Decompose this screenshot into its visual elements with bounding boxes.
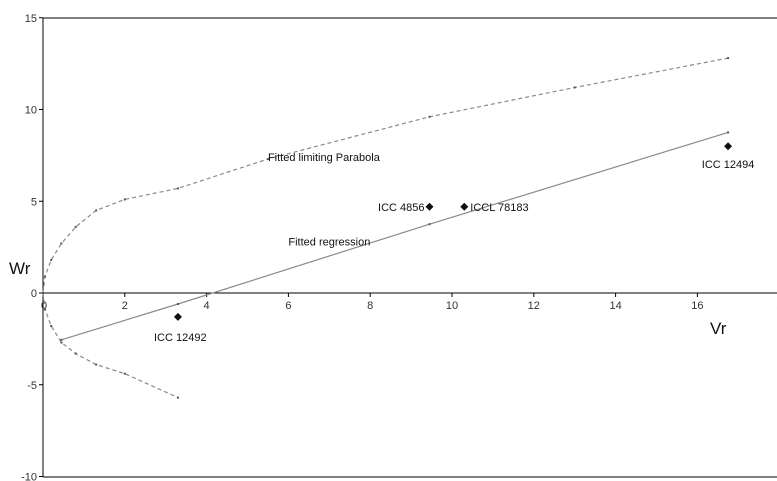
parabola-marker xyxy=(50,325,53,328)
parabola-marker xyxy=(50,258,53,261)
x-axis-title: Vr xyxy=(710,319,727,338)
y-tick-label: 5 xyxy=(31,196,37,208)
regression-marker xyxy=(60,338,63,341)
data-point xyxy=(425,202,434,211)
x-tick-label: 10 xyxy=(446,300,458,312)
y-tick-label: 10 xyxy=(25,105,37,117)
parabola-marker xyxy=(176,187,179,190)
regression-marker xyxy=(727,131,730,134)
parabola-marker xyxy=(44,275,47,278)
parabola-marker xyxy=(95,209,98,212)
fitted-lines xyxy=(42,57,730,399)
y-tick-label: -5 xyxy=(27,380,37,392)
parabola-marker xyxy=(123,372,126,375)
data-point xyxy=(460,202,469,211)
parabola-marker xyxy=(573,86,576,89)
point-label: ICC 12494 xyxy=(702,159,755,171)
parabola-marker xyxy=(176,396,179,399)
x-tick-label: 0 xyxy=(41,300,47,312)
parabola-line xyxy=(42,57,729,294)
x-tick-label: 4 xyxy=(204,300,210,312)
x-tick-label: 12 xyxy=(528,300,540,312)
parabola-marker xyxy=(727,57,730,60)
parabola-marker xyxy=(42,292,44,294)
regression-marker xyxy=(428,223,431,226)
y-axis-ticks: 15 10 5 0 -5 -10 xyxy=(21,13,43,481)
regression-marker xyxy=(176,303,179,306)
point-label: ICC 4856 xyxy=(378,202,424,214)
parabola-marker xyxy=(60,242,63,245)
x-tick-label: 6 xyxy=(285,300,291,312)
parabola-lower-line xyxy=(42,292,179,399)
data-point xyxy=(724,142,733,151)
y-tick-label: 0 xyxy=(31,288,37,300)
point-label: ICCL 78183 xyxy=(470,202,528,214)
x-tick-label: 14 xyxy=(609,300,621,312)
x-tick-label: 16 xyxy=(691,300,703,312)
regression-line xyxy=(61,131,729,341)
parabola-marker xyxy=(428,115,431,118)
point-label: ICC 12492 xyxy=(154,332,207,344)
y-tick-label: -10 xyxy=(21,472,37,481)
line-label: Fitted limiting Parabola xyxy=(268,152,381,164)
x-tick-label: 8 xyxy=(367,300,373,312)
parabola-marker xyxy=(266,158,269,161)
parabola-marker xyxy=(123,198,126,201)
line-label: Fitted regression xyxy=(288,236,370,248)
data-points xyxy=(173,142,733,321)
parabola-marker xyxy=(60,341,63,344)
parabola-marker xyxy=(74,352,77,355)
parabola-marker xyxy=(95,363,98,366)
y-tick-label: 15 xyxy=(25,13,37,25)
x-axis-ticks: 02468101214161 xyxy=(41,293,777,312)
parabola-marker xyxy=(74,225,77,228)
y-axis-title: Wr xyxy=(9,259,31,278)
annotations: ICC 12492 ICC 4856 ICCL 78183 ICC 12494 Fitt… xyxy=(154,152,754,344)
x-tick-label: 2 xyxy=(122,300,128,312)
data-point xyxy=(173,312,182,321)
parabola-marker xyxy=(44,308,47,311)
